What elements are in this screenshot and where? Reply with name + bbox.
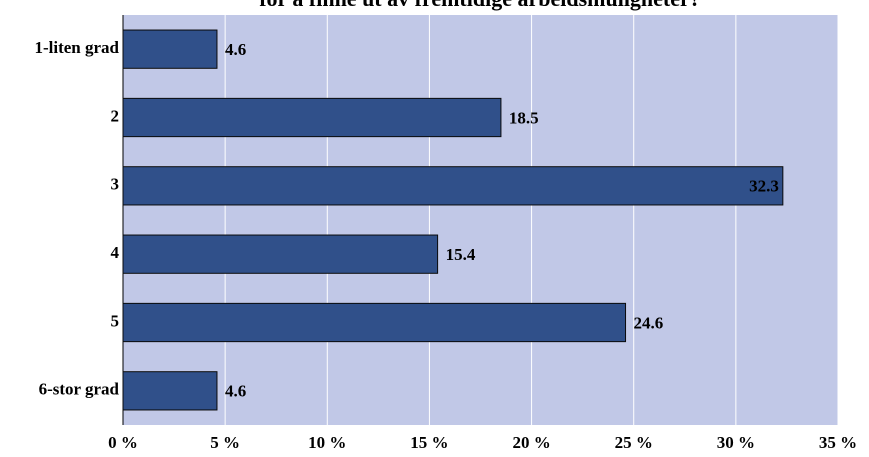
x-tick-label: 5 % xyxy=(210,433,240,452)
value-label: 4.6 xyxy=(225,382,246,401)
y-tick-label: 4 xyxy=(111,243,120,262)
y-tick-label: 5 xyxy=(111,311,120,330)
x-tick-label: 20 % xyxy=(512,433,550,452)
x-tick-label: 35 % xyxy=(819,433,857,452)
value-label: 24.6 xyxy=(634,313,664,332)
bar xyxy=(122,97,502,138)
value-label: 32.3 xyxy=(749,177,779,196)
y-tick-label: 6-stor grad xyxy=(39,380,120,399)
bar xyxy=(122,166,784,206)
x-tick-label: 0 % xyxy=(108,433,138,452)
bar xyxy=(122,29,218,69)
y-tick-label: 2 xyxy=(111,106,120,125)
bar xyxy=(122,234,439,274)
value-label: 4.6 xyxy=(225,40,246,59)
x-tick-label: 30 % xyxy=(717,433,755,452)
bar xyxy=(122,302,627,343)
x-tick-label: 25 % xyxy=(615,433,653,452)
x-tick-label: 15 % xyxy=(410,433,448,452)
value-label: 15.4 xyxy=(446,245,476,264)
chart-title: for å finne ut av fremtidige arbeidsmuli… xyxy=(259,0,701,11)
x-tick-label: 10 % xyxy=(308,433,346,452)
plot-area xyxy=(123,15,838,425)
y-tick-label: 1-liten grad xyxy=(34,38,119,57)
bar xyxy=(122,371,218,411)
y-tick-label: 3 xyxy=(111,175,120,194)
value-label: 18.5 xyxy=(509,108,539,127)
